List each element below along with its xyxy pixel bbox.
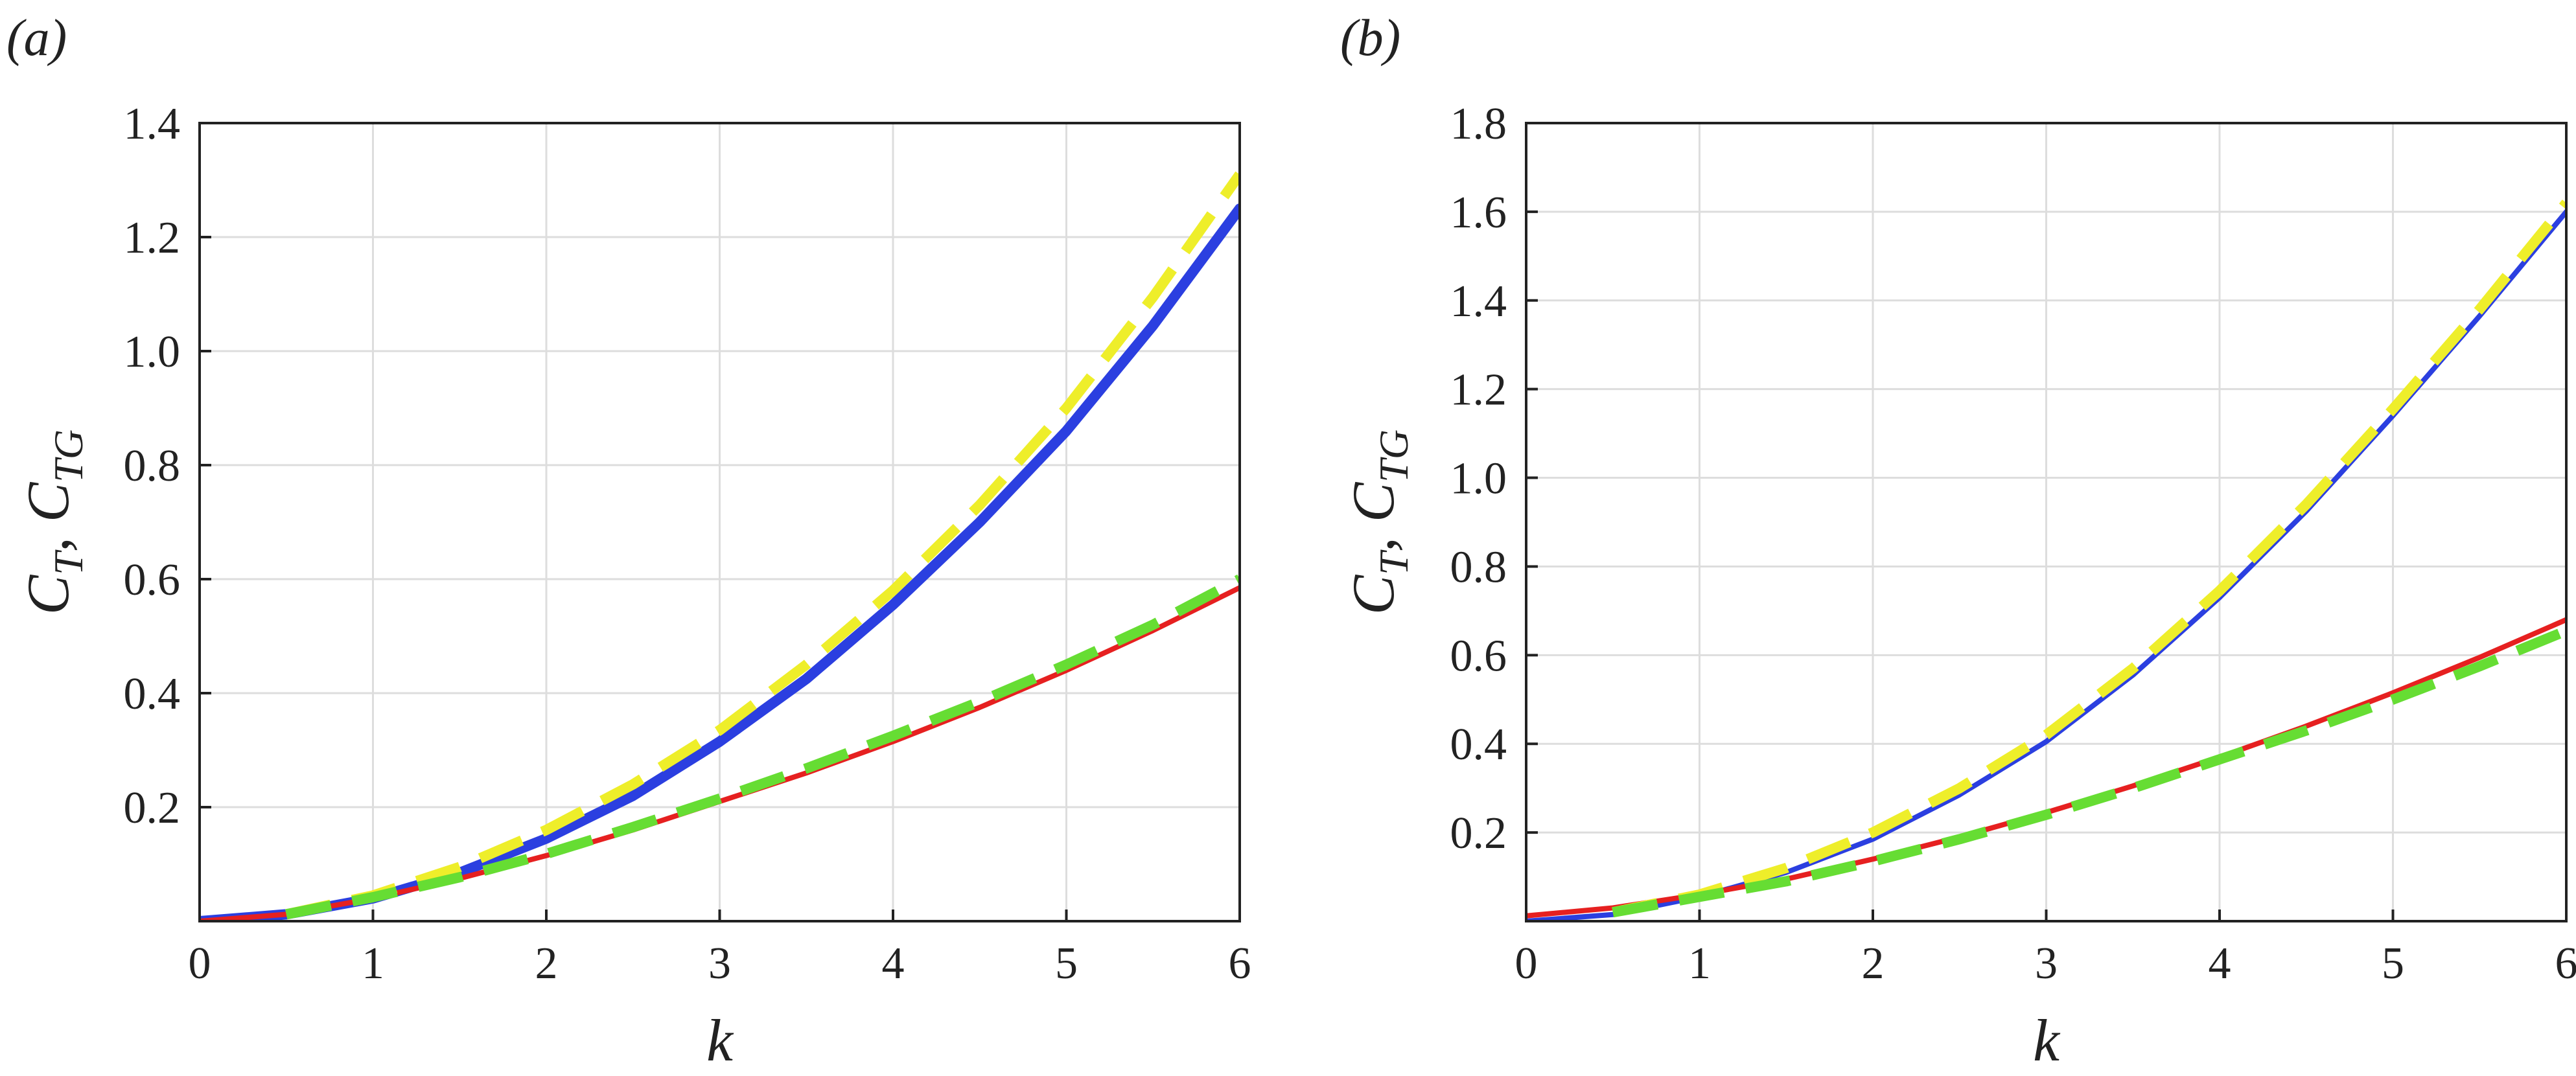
chart-1-xtick-label-6: 6 (2555, 939, 2576, 989)
chart-0-ylabel-base-1: , C (15, 481, 81, 552)
chart-0-ylabel-sub-0: T (45, 549, 91, 575)
chart-0-ylabel-base-0: C (15, 574, 81, 615)
chart-0-xtick-label-1: 1 (362, 939, 384, 989)
chart-1-xtick-label-2: 2 (1862, 939, 1885, 989)
chart-0-ytick-label-5: 1.2 (124, 213, 181, 263)
chart-0-xtick-label-3: 3 (708, 939, 731, 989)
chart-1-xtick-label-4: 4 (2209, 939, 2231, 989)
chart-0-series-3-line (286, 579, 1240, 914)
chart-0-xtick-label-2: 2 (535, 939, 558, 989)
chart-0-ylabel-sub-1: TG (45, 429, 91, 483)
chart-1-ylabel: CT, CTG (1340, 429, 1417, 615)
chart-1-ylabel-sub-1: TG (1371, 429, 1417, 483)
chart-1-ytick-label-4: 1.0 (1450, 454, 1507, 504)
chart-1-xtick-label-3: 3 (2035, 939, 2058, 989)
chart-0-xtick-label-4: 4 (882, 939, 905, 989)
chart-1-ylabel-base-0: C (1340, 574, 1406, 615)
chart-0-ytick-label-4: 1.0 (124, 327, 181, 377)
chart-1-xlabel: k (2033, 1007, 2061, 1073)
chart-1-ytick-label-7: 1.6 (1450, 188, 1507, 238)
chart-0-panel: 0 1 2 3 4 5 6 0.2 0.4 0.6 0.8 1.0 1.2 1.4 k CT, CTG (a) (6, 10, 1251, 1073)
chart-0-xlabel: k (706, 1007, 734, 1073)
chart-0-ytick-label-6: 1.4 (124, 99, 181, 149)
chart-0-panel-label: (a) (6, 10, 67, 67)
chart-1-panel: 0 1 2 3 4 5 6 0.2 0.4 0.6 0.8 1.0 1.2 1.4 1.6 1.8 k CT, C… (1340, 10, 2576, 1073)
chart-1-xtick-label-0: 0 (1515, 939, 1538, 989)
chart-0-ytick-label-2: 0.6 (124, 555, 181, 605)
chart-0-ytick-label-3: 0.8 (124, 441, 181, 491)
chart-1-ytick-label-2: 0.6 (1450, 631, 1507, 681)
chart-1-series-3-line (1613, 631, 2566, 913)
chart-1-ytick-label-6: 1.4 (1450, 277, 1507, 326)
chart-1-xtick-label-1: 1 (1688, 939, 1711, 989)
chart-0-xtick-label-0: 0 (189, 939, 211, 989)
chart-1-ylabel-base-1: , C (1340, 481, 1406, 552)
chart-0-ytick-label-1: 0.4 (124, 669, 181, 719)
chart-1-panel-label: (b) (1340, 10, 1400, 67)
chart-1-ytick-label-1: 0.4 (1450, 720, 1507, 770)
chart-0-ylabel: CT, CTG (15, 429, 91, 615)
chart-1-ylabel-sub-0: T (1371, 549, 1417, 575)
chart-1-ytick-label-5: 1.2 (1450, 365, 1507, 415)
chart-0-xtick-label-6: 6 (1229, 939, 1251, 989)
chart-1-ytick-label-3: 0.8 (1450, 542, 1507, 592)
chart-1-ytick-label-0: 0.2 (1450, 808, 1507, 858)
chart-1-xtick-label-5: 5 (2382, 939, 2404, 989)
chart-1-ytick-label-8: 1.8 (1450, 99, 1507, 149)
chart-0-series-2-line (286, 174, 1240, 914)
chart-0-xtick-label-5: 5 (1055, 939, 1078, 989)
chart-0-ytick-label-0: 0.2 (124, 783, 181, 833)
